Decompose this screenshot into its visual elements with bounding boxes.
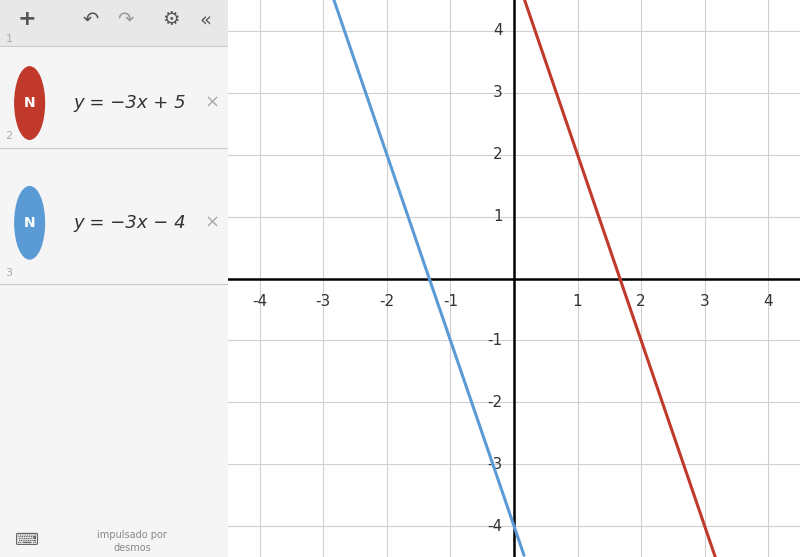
Text: -2: -2 [487,395,502,410]
Text: -2: -2 [379,294,394,309]
Text: -4: -4 [487,519,502,534]
Text: 3: 3 [6,268,13,278]
Text: N: N [24,216,35,230]
Text: 2: 2 [6,131,13,141]
Circle shape [15,67,45,139]
Text: ↷: ↷ [118,10,134,29]
Text: 2: 2 [636,294,646,309]
Text: +: + [18,9,37,30]
Text: 4: 4 [493,23,502,38]
Text: ↶: ↶ [83,10,99,29]
Text: y = −3x − 4: y = −3x − 4 [74,214,186,232]
Text: -4: -4 [252,294,267,309]
Text: -3: -3 [487,457,502,472]
Text: y = −3x + 5: y = −3x + 5 [74,94,186,112]
Text: -1: -1 [487,333,502,348]
Text: 1: 1 [493,209,502,224]
Text: ⌨: ⌨ [15,531,39,549]
Text: ⚙: ⚙ [162,10,180,29]
Text: 3: 3 [493,85,502,100]
Text: ×: × [205,94,220,112]
Circle shape [15,187,45,259]
Text: ×: × [205,214,220,232]
Text: 1: 1 [6,34,13,44]
Text: 1: 1 [573,294,582,309]
Text: 3: 3 [700,294,710,309]
Text: impulsado por
desmos: impulsado por desmos [98,530,167,553]
Text: «: « [199,10,211,29]
Text: 2: 2 [493,147,502,162]
Text: N: N [24,96,35,110]
Text: -1: -1 [443,294,458,309]
Bar [0,0,228,46]
Text: 4: 4 [763,294,773,309]
Text: -3: -3 [316,294,331,309]
